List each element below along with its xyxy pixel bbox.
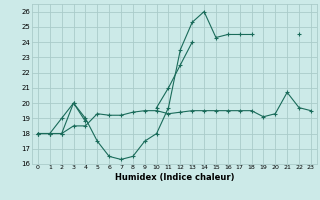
X-axis label: Humidex (Indice chaleur): Humidex (Indice chaleur) xyxy=(115,173,234,182)
